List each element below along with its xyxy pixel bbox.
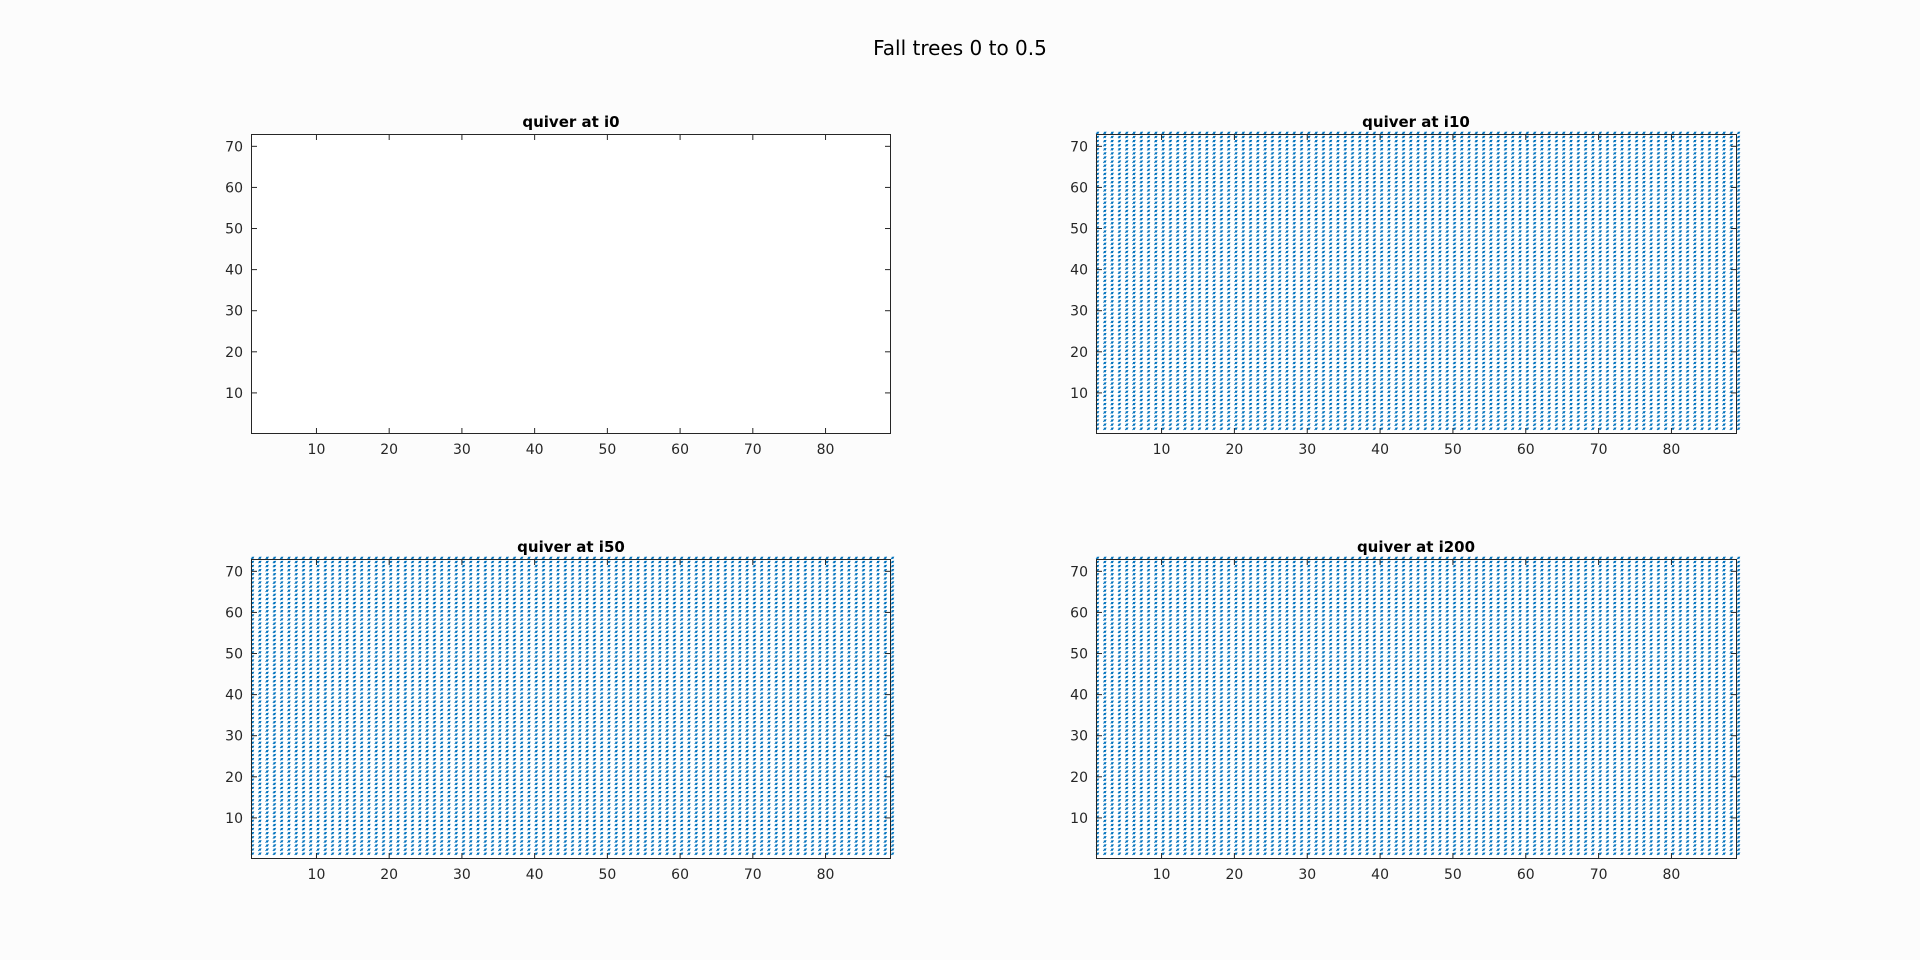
y-tick-label: 70 — [225, 139, 243, 155]
x-tick-label: 70 — [744, 867, 762, 883]
y-tick-label: 30 — [225, 304, 243, 320]
y-tick-label: 10 — [1070, 811, 1088, 827]
y-tick-label: 10 — [1070, 386, 1088, 402]
x-tick-label: 60 — [1517, 867, 1535, 883]
x-tick-label: 50 — [598, 442, 616, 458]
y-tick-label: 40 — [225, 688, 243, 704]
quiver-arrows — [1095, 556, 1741, 856]
y-tick-label: 30 — [1070, 304, 1088, 320]
x-tick-label: 30 — [453, 442, 471, 458]
y-tick-label: 40 — [1070, 263, 1088, 279]
y-tick-label: 40 — [1070, 688, 1088, 704]
x-tick-label: 20 — [380, 867, 398, 883]
subplot-title: quiver at i50 — [517, 538, 625, 556]
x-tick-label: 60 — [1517, 442, 1535, 458]
y-tick-label: 20 — [225, 770, 243, 786]
x-tick-label: 70 — [1590, 867, 1608, 883]
x-tick-label: 80 — [1663, 867, 1681, 883]
x-tick-label: 60 — [671, 442, 689, 458]
x-tick-label: 80 — [817, 867, 835, 883]
x-tick-label: 40 — [526, 442, 544, 458]
y-tick-label: 60 — [225, 605, 243, 621]
x-tick-label: 30 — [1298, 867, 1316, 883]
y-tick-label: 60 — [225, 180, 243, 196]
subplot-title: quiver at i200 — [1357, 538, 1475, 556]
x-tick-label: 40 — [1371, 867, 1389, 883]
y-tick-label: 10 — [225, 386, 243, 402]
axes-box — [251, 134, 891, 434]
x-tick-label: 10 — [308, 867, 326, 883]
y-tick-label: 70 — [225, 564, 243, 580]
x-tick-label: 80 — [1663, 442, 1681, 458]
x-tick-label: 70 — [744, 442, 762, 458]
x-tick-label: 30 — [1298, 442, 1316, 458]
subplot-quiver-i10: quiver at i10 10 20 30 40 50 60 70 80 10 20 30 40 50… — [1070, 113, 1741, 458]
y-tick-label: 30 — [225, 729, 243, 745]
axes-box — [1096, 134, 1737, 434]
x-tick-label: 70 — [1590, 442, 1608, 458]
y-tick-label: 50 — [1070, 222, 1088, 238]
x-tick-label: 20 — [380, 442, 398, 458]
x-tick-label: 50 — [598, 867, 616, 883]
x-tick-label: 10 — [308, 442, 326, 458]
y-tick-label: 70 — [1070, 564, 1088, 580]
y-tick-label: 30 — [1070, 729, 1088, 745]
x-tick-label: 50 — [1444, 867, 1462, 883]
x-tick-label: 10 — [1153, 867, 1171, 883]
x-tick-label: 40 — [526, 867, 544, 883]
y-tick-label: 40 — [225, 263, 243, 279]
x-tick-label: 40 — [1371, 442, 1389, 458]
quiver-field — [1095, 556, 1741, 856]
subplot-quiver-i50: quiver at i50 10 20 30 40 50 60 70 80 10 20 30 40 50… — [225, 538, 895, 883]
x-tick-label: 20 — [1225, 867, 1243, 883]
y-tick-label: 20 — [1070, 770, 1088, 786]
y-tick-label: 50 — [225, 647, 243, 663]
x-tick-label: 50 — [1444, 442, 1462, 458]
x-tick-label: 20 — [1225, 442, 1243, 458]
quiver-arrows — [1095, 131, 1741, 431]
figure-suptitle: Fall trees 0 to 0.5 — [873, 36, 1047, 60]
subplot-title: quiver at i0 — [522, 113, 619, 131]
axes-box — [251, 559, 891, 859]
y-tick-label: 50 — [1070, 647, 1088, 663]
y-tick-label: 10 — [225, 811, 243, 827]
quiver-field — [1095, 131, 1741, 431]
subplot-quiver-i0: quiver at i0 10 20 30 40 50 60 70 80 10 20 30 40 50 6… — [225, 113, 891, 458]
y-tick-label: 70 — [1070, 139, 1088, 155]
plot-area — [251, 134, 891, 434]
y-tick-label: 50 — [225, 222, 243, 238]
y-tick-label: 20 — [1070, 345, 1088, 361]
quiver-field — [250, 556, 895, 856]
quiver-arrows — [250, 556, 895, 856]
subplot-title: quiver at i10 — [1362, 113, 1470, 131]
x-tick-label: 10 — [1153, 442, 1171, 458]
x-tick-label: 60 — [671, 867, 689, 883]
y-tick-label: 20 — [225, 345, 243, 361]
y-tick-label: 60 — [1070, 605, 1088, 621]
subplot-quiver-i200: quiver at i200 10 20 30 40 50 60 70 80 10 20 30 40 5… — [1070, 538, 1741, 883]
x-tick-label: 30 — [453, 867, 471, 883]
x-tick-label: 80 — [817, 442, 835, 458]
y-tick-label: 60 — [1070, 180, 1088, 196]
axes-box — [1096, 559, 1737, 859]
